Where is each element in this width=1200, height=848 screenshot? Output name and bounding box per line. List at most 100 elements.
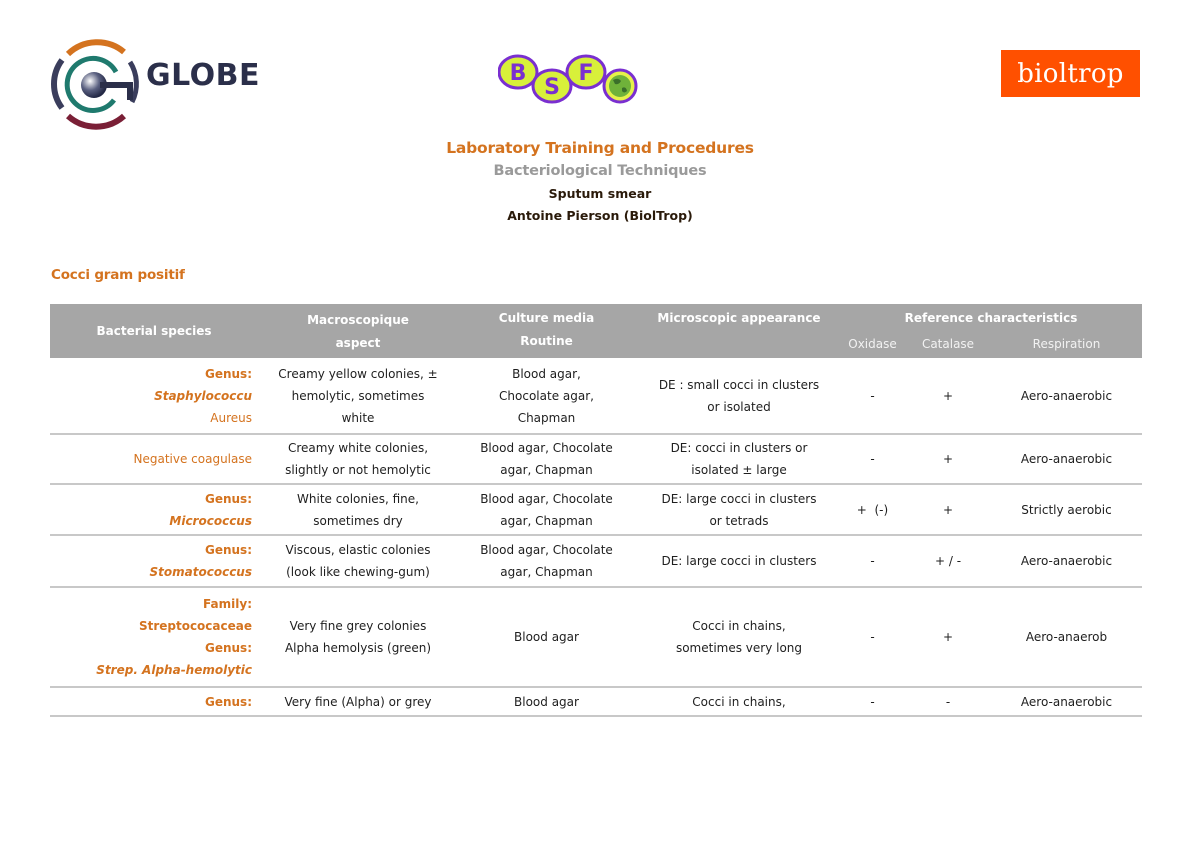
species-cell: Genus: Stomatococcus [50,536,252,586]
species-cell: Genus: [50,688,252,715]
species-label: Genus: [204,543,252,557]
species-genus: Stomatococcus [149,565,252,579]
bsf-logo: B S F [497,50,640,106]
micro-line: DE: cocci in clusters or [670,441,808,455]
species-cell: Genus: Staphylococcu Aureus [50,358,252,433]
micro-cell: Cocci in chains, sometimes very long [638,588,840,686]
bsf-letter-s: S [544,75,560,100]
species-label: Genus: [204,366,252,381]
family-label: Family: [203,597,252,611]
macro-cell: Very fine grey colonies Alpha hemolysis … [258,588,458,686]
table-row: Genus: Very fine (Alpha) or grey Blood a… [50,688,1142,717]
culture-line: Blood agar, Chocolate [480,543,613,557]
culture-cell: Blood agar [455,588,638,686]
culture-line: Blood agar, Chocolate [480,491,613,506]
culture-cell: Blood agar [455,688,638,715]
oxidase-cell: - [870,554,875,568]
globe-logo-text: GLOBE [146,58,261,93]
macro-cell: Creamy white colonies, slightly or not h… [258,435,458,483]
macro-line: (look like chewing-gum) [286,565,430,579]
macro-cell: Viscous, elastic colonies (look like che… [258,536,458,586]
globe-logo: GLOBE [48,38,263,130]
author: Antoine Pierson (BiolTrop) [507,208,693,223]
macro-cell: Creamy yellow colonies, ± hemolytic, som… [258,358,458,433]
macro-cell: White colonies, fine, sometimes dry [258,485,458,534]
col-macro-line1: Macroscopique [307,313,409,327]
culture-line: Chocolate agar, [499,388,594,403]
culture-cell: Blood agar, Chocolate agar, Chapman [455,536,638,586]
table-row: Genus: Micrococcus White colonies, fine,… [50,485,1142,536]
culture-cell: Blood agar, Chocolate agar, Chapman [455,485,638,534]
col-culture-line1: Culture media [498,311,595,325]
micro-line: DE: large cocci in clusters [661,491,817,506]
species-cell: Genus: Micrococcus [50,485,252,534]
species-name: Aureus [210,410,252,425]
species-label: Genus: [204,491,252,506]
micro-line: or isolated [707,399,771,414]
macro-line: Viscous, elastic colonies [285,543,431,557]
family-name: Streptococaceae [138,619,252,633]
micro-cell: Cocci in chains, [638,688,840,715]
oxidase-cell: - [870,388,875,403]
earth-globe-icon [602,68,638,104]
oxidase-cell: + (-) [856,502,889,517]
culture-line: Blood agar [514,630,579,644]
bioltrop-logo: bioltrop [1001,50,1140,97]
macro-line: Alpha hemolysis (green) [284,641,432,655]
oxidase-cell: - [870,630,875,644]
respiration-cell: Aero-anaerobic [1020,554,1113,568]
micro-line: DE: large cocci in clusters [661,554,817,568]
catalase-cell: + [942,630,954,644]
species-cell: Negative coagulase [50,435,252,483]
globe-ring-logo-icon [51,39,139,130]
col-macro: Macroscopique aspect [258,309,458,355]
catalase-cell: + [942,388,954,403]
col-reference: Reference characteristics [904,311,1078,325]
micro-cell: DE: large cocci in clusters [638,536,840,586]
micro-line: Cocci in chains, [692,619,786,633]
col-macro-line2: aspect [335,336,381,350]
micro-line: DE : small cocci in clusters [658,377,820,392]
culture-cell: Blood agar, Chocolate agar, Chapman [455,435,638,483]
topic: Sputum smear [548,186,652,201]
micro-line: or tetrads [709,513,769,528]
col-micro: Microscopic appearance [657,311,821,325]
macro-line: Very fine (Alpha) or grey [284,694,432,709]
oxidase-cell: - [870,694,875,709]
species-genus: Staphylococcu [154,388,252,403]
col-culture: Culture media Routine [455,307,638,353]
species-name: Negative coagulase [133,452,252,466]
document-header: Laboratory Training and Procedures Bacte… [0,137,1200,227]
catalase-cell: + [942,452,954,466]
catalase-cell: - [945,694,951,709]
culture-line: Chapman [517,410,576,425]
macro-line: Creamy white colonies, [287,441,429,455]
species-cell: Family: Streptococaceae Genus: Strep. Al… [50,588,252,686]
table-row: Negative coagulase Creamy white colonies… [50,435,1142,485]
culture-line: Blood agar [514,694,579,709]
macro-line: Creamy yellow colonies, ± [278,366,438,381]
macro-line: slightly or not hemolytic [285,463,431,477]
col-species: Bacterial species [96,324,212,338]
bacteria-table: Bacterial species Macroscopique aspect C… [50,304,1142,717]
micro-cell: DE : small cocci in clusters or isolated [638,358,840,433]
micro-line: sometimes very long [675,641,803,655]
col-respiration: Respiration [1032,337,1101,351]
catalase-cell: + / - [934,554,962,568]
micro-cell: DE: cocci in clusters or isolated ± larg… [638,435,840,483]
culture-line: Blood agar, Chocolate [480,441,613,455]
respiration-cell: Aero-anaerobic [1020,452,1113,466]
col-culture-line2: Routine [520,334,573,348]
page-title: Laboratory Training and Procedures [446,139,754,157]
oxidase-cell: - [870,452,875,466]
culture-line: Blood agar, [512,366,581,381]
species-label: Genus: [204,694,252,709]
macro-line: sometimes dry [313,513,403,528]
culture-line: agar, Chapman [500,463,593,477]
page-subtitle: Bacteriological Techniques [493,163,707,179]
respiration-cell: Aero-anaerobic [1020,388,1113,403]
macro-cell: Very fine (Alpha) or grey [258,688,458,715]
micro-line: Cocci in chains, [692,694,786,709]
table-row: Genus: Stomatococcus Viscous, elastic co… [50,536,1142,588]
respiration-cell: Aero-anaerobic [1020,694,1113,709]
